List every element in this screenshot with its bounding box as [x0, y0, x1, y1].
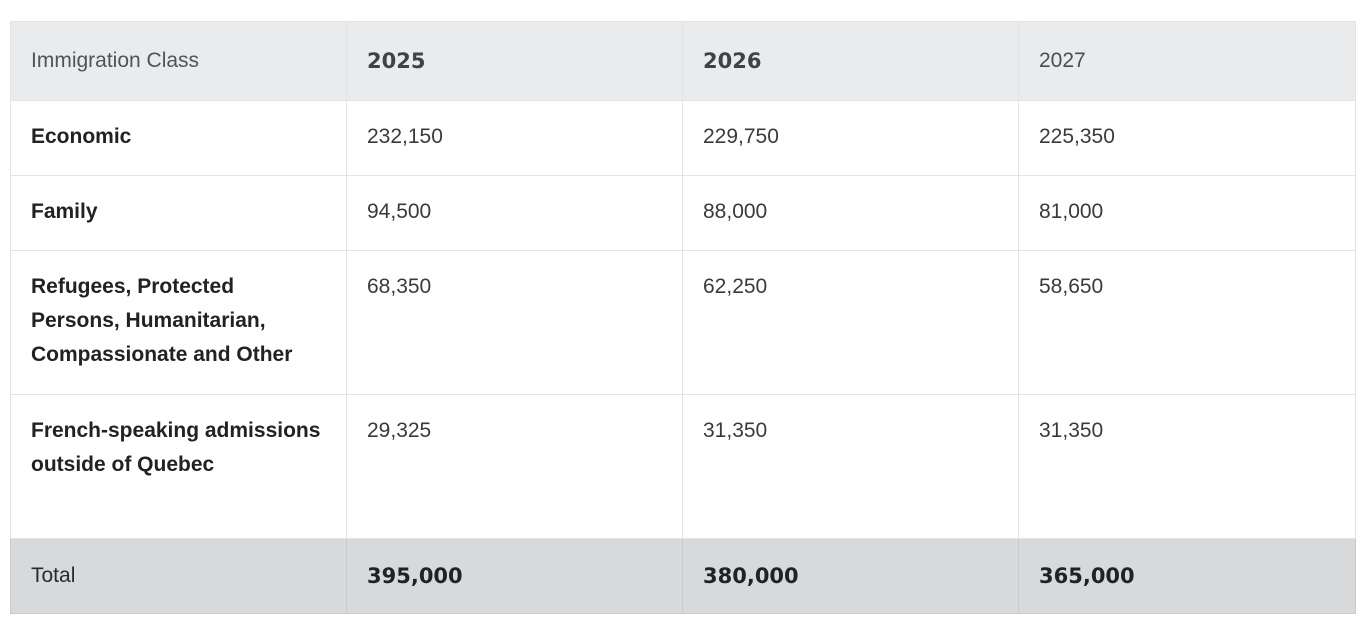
row-label: Family	[10, 175, 347, 251]
immigration-levels-table: Immigration Class 2025 2026 2027 Economi…	[10, 21, 1356, 614]
header-row: Immigration Class 2025 2026 2027	[10, 21, 1356, 101]
header-year-2027: 2027	[1018, 21, 1356, 101]
cell-2026: 31,350	[682, 394, 1019, 539]
row-label: Refugees, Protected Persons, Humanitaria…	[10, 250, 347, 395]
cell-2026: 62,250	[682, 250, 1019, 395]
total-2027: 365,000	[1018, 538, 1356, 614]
header-year-2026: 2026	[682, 21, 1019, 101]
table-header: Immigration Class 2025 2026 2027	[10, 21, 1356, 101]
table-body: Economic 232,150 229,750 225,350 Family …	[10, 100, 1356, 539]
header-immigration-class: Immigration Class	[10, 21, 347, 101]
table-row-french-speaking: French-speaking admissions outside of Qu…	[10, 394, 1356, 539]
cell-2027: 81,000	[1018, 175, 1356, 251]
total-2025: 395,000	[346, 538, 683, 614]
immigration-levels-table-container: Immigration Class 2025 2026 2027 Economi…	[10, 21, 1356, 614]
table-row-refugees: Refugees, Protected Persons, Humanitaria…	[10, 250, 1356, 395]
cell-2027: 31,350	[1018, 394, 1356, 539]
row-label: Economic	[10, 100, 347, 176]
table-row-economic: Economic 232,150 229,750 225,350	[10, 100, 1356, 176]
cell-2027: 58,650	[1018, 250, 1356, 395]
cell-2025: 68,350	[346, 250, 683, 395]
cell-2026: 229,750	[682, 100, 1019, 176]
cell-2027: 225,350	[1018, 100, 1356, 176]
cell-2026: 88,000	[682, 175, 1019, 251]
header-year-2025: 2025	[346, 21, 683, 101]
cell-2025: 29,325	[346, 394, 683, 539]
row-label: French-speaking admissions outside of Qu…	[10, 394, 347, 539]
cell-2025: 94,500	[346, 175, 683, 251]
total-2026: 380,000	[682, 538, 1019, 614]
table-row-total: Total 395,000 380,000 365,000	[10, 538, 1356, 614]
table-footer: Total 395,000 380,000 365,000	[10, 538, 1356, 614]
table-row-family: Family 94,500 88,000 81,000	[10, 175, 1356, 251]
total-label: Total	[10, 538, 347, 614]
cell-2025: 232,150	[346, 100, 683, 176]
